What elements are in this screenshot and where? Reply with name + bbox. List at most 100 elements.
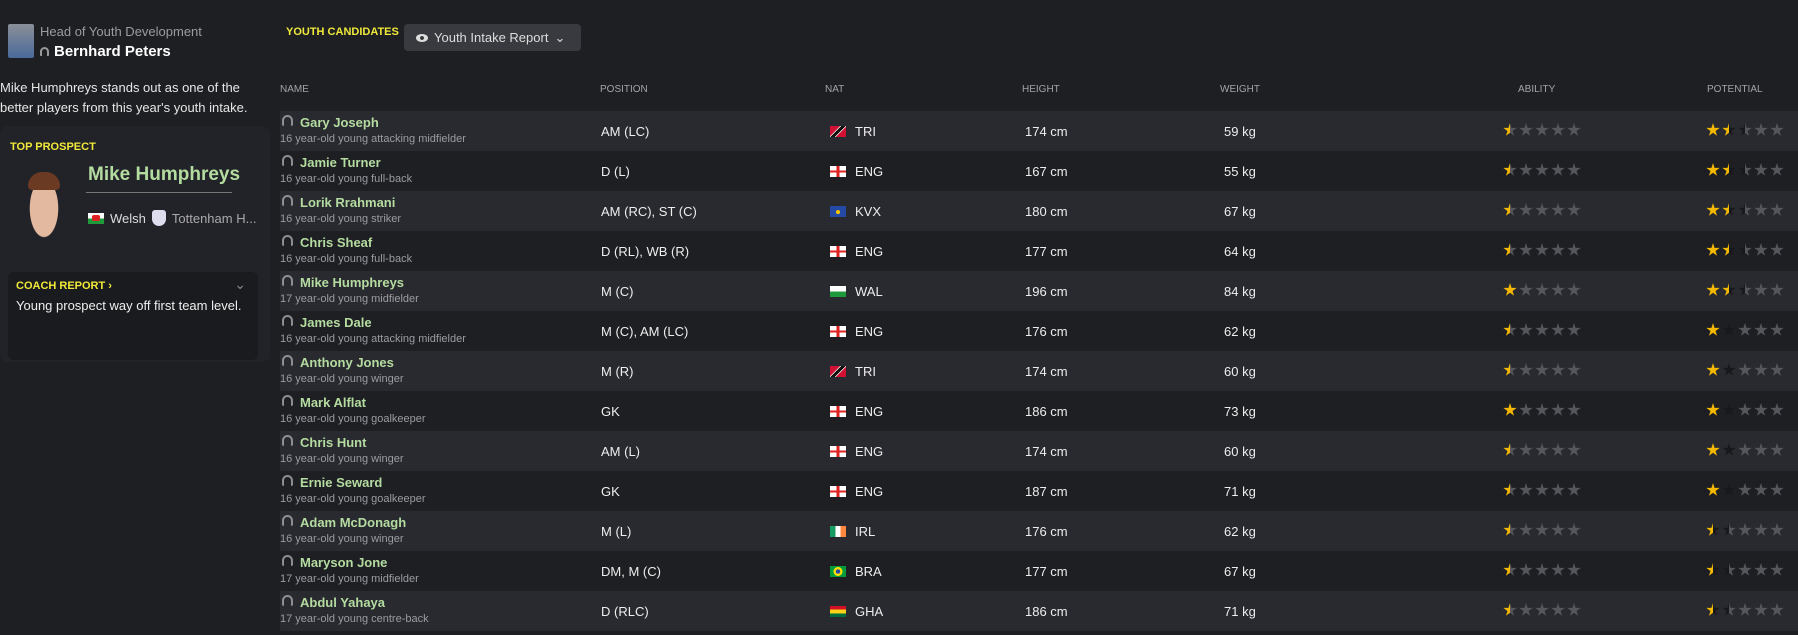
star-icon — [1722, 163, 1736, 176]
player-height: 176 cm — [1025, 524, 1068, 539]
table-row[interactable]: Maryson Jone 17 year-old young midfielde… — [280, 551, 1798, 591]
table-row[interactable]: Chris Hunt 16 year-old young winger AM (… — [280, 431, 1798, 471]
chevron-down-icon[interactable]: ⌄ — [234, 276, 246, 292]
table-row[interactable]: Lorik Rrahmani 16 year-old young striker… — [280, 191, 1798, 231]
player-nat[interactable]: GHA — [855, 604, 884, 619]
star-icon — [1722, 483, 1736, 496]
person-icon — [282, 395, 293, 406]
player-name[interactable]: Jamie Turner — [300, 155, 381, 170]
star-icon — [1535, 563, 1549, 576]
coach-report-label[interactable]: COACH REPORT — [16, 280, 106, 292]
top-prospect-name[interactable]: Mike Humphreys — [88, 164, 241, 185]
potential-stars — [1706, 563, 1784, 577]
table-row[interactable]: Adam McDonagh 16 year-old young winger M… — [280, 511, 1798, 551]
star-icon — [1535, 483, 1549, 496]
player-nat[interactable]: ENG — [855, 244, 884, 259]
star-icon — [1706, 403, 1720, 416]
star-icon — [1535, 403, 1549, 416]
player-name[interactable]: Ernie Seward — [300, 475, 383, 490]
player-height: 186 cm — [1025, 604, 1068, 619]
star-icon — [1567, 243, 1581, 256]
nationality[interactable]: Welsh — [110, 210, 146, 226]
person-icon — [282, 275, 293, 286]
star-icon — [1567, 403, 1581, 416]
players-table: Gary Joseph 16 year-old young attacking … — [280, 111, 1798, 631]
coach-report[interactable]: COACH REPORT › ⌄ Young prospect way off … — [8, 272, 258, 360]
player-name[interactable]: Chris Sheaf — [300, 235, 373, 250]
star-icon — [1551, 523, 1565, 536]
col-potential[interactable]: POTENTIAL — [1707, 84, 1763, 95]
player-weight: 60 kg — [1224, 364, 1256, 379]
col-ability[interactable]: ABILITY — [1518, 84, 1556, 95]
player-name[interactable]: Maryson Jone — [300, 555, 388, 570]
player-nat[interactable]: ENG — [855, 444, 884, 459]
star-icon — [1503, 563, 1517, 576]
player-name[interactable]: Anthony Jones — [300, 355, 394, 370]
person-icon — [282, 435, 293, 446]
star-icon — [1754, 363, 1768, 376]
club-badge-icon — [151, 210, 166, 226]
star-icon — [1754, 123, 1768, 136]
col-name[interactable]: NAME — [280, 84, 309, 95]
table-row[interactable]: James Dale 16 year-old young attacking m… — [280, 311, 1798, 351]
player-name[interactable]: James Dale — [300, 315, 372, 330]
club-name[interactable]: Tottenham H... — [171, 210, 257, 226]
potential-stars — [1706, 163, 1784, 177]
table-row[interactable]: Ernie Seward 16 year-old young goalkeepe… — [280, 471, 1798, 511]
star-icon — [1706, 123, 1720, 136]
table-row[interactable]: Mark Alflat 16 year-old young goalkeeper… — [280, 391, 1798, 431]
player-nat[interactable]: TRI — [855, 364, 876, 379]
table-row[interactable]: Abdul Yahaya 17 year-old young centre-ba… — [280, 591, 1798, 631]
table-row[interactable]: Chris Sheaf 16 year-old young full-back … — [280, 231, 1798, 271]
person-icon — [282, 115, 293, 126]
star-icon — [1519, 123, 1533, 136]
table-row[interactable]: Mike Humphreys 17 year-old young midfiel… — [280, 271, 1798, 311]
star-icon — [1551, 483, 1565, 496]
player-height: 176 cm — [1025, 324, 1068, 339]
col-nat[interactable]: NAT — [825, 84, 845, 95]
player-name[interactable]: Gary Joseph — [300, 115, 379, 130]
ability-stars — [1503, 523, 1581, 537]
player-nat[interactable]: ENG — [855, 484, 884, 499]
player-nat[interactable]: ENG — [855, 404, 884, 419]
potential-stars — [1706, 403, 1784, 417]
flag-icon — [830, 406, 846, 417]
player-name[interactable]: Mike Humphreys — [300, 275, 405, 290]
player-position: D (RLC) — [601, 604, 649, 619]
star-icon — [1567, 203, 1581, 216]
star-icon — [1535, 123, 1549, 136]
staff-header[interactable]: Head of Youth Development Bernhard Peter… — [8, 24, 202, 60]
view-dropdown[interactable]: Youth Intake Report ⌄ — [404, 24, 582, 51]
player-nat[interactable]: KVX — [855, 204, 882, 219]
ability-stars — [1503, 443, 1581, 457]
col-weight[interactable]: WEIGHT — [1220, 84, 1260, 95]
star-icon — [1567, 323, 1581, 336]
player-nat[interactable]: BRA — [855, 564, 882, 579]
star-icon — [1551, 203, 1565, 216]
star-icon — [1519, 563, 1533, 576]
col-position[interactable]: POSITION — [600, 84, 648, 95]
ability-stars — [1503, 363, 1581, 377]
player-nat[interactable]: WAL — [855, 284, 883, 299]
star-icon — [1722, 243, 1736, 256]
person-icon — [282, 555, 293, 566]
col-height[interactable]: HEIGHT — [1022, 84, 1060, 95]
table-row[interactable]: Gary Joseph 16 year-old young attacking … — [280, 111, 1798, 151]
player-name[interactable]: Abdul Yahaya — [300, 595, 386, 610]
player-nat[interactable]: ENG — [855, 164, 884, 179]
flag-icon — [830, 126, 846, 137]
star-icon — [1770, 243, 1784, 256]
player-name[interactable]: Chris Hunt — [300, 435, 367, 450]
staff-name[interactable]: Bernhard Peters — [54, 43, 171, 60]
player-nat[interactable]: IRL — [855, 524, 876, 539]
star-icon — [1567, 443, 1581, 456]
table-row[interactable]: Anthony Jones 16 year-old young winger M… — [280, 351, 1798, 391]
player-nat[interactable]: TRI — [855, 124, 876, 139]
star-icon — [1770, 443, 1784, 456]
player-name[interactable]: Mark Alflat — [300, 395, 366, 410]
player-nat[interactable]: ENG — [855, 324, 884, 339]
table-row[interactable]: Jamie Turner 16 year-old young full-back… — [280, 151, 1798, 191]
player-name[interactable]: Lorik Rrahmani — [300, 195, 396, 210]
player-name[interactable]: Adam McDonagh — [300, 515, 407, 530]
player-height: 187 cm — [1025, 484, 1068, 499]
